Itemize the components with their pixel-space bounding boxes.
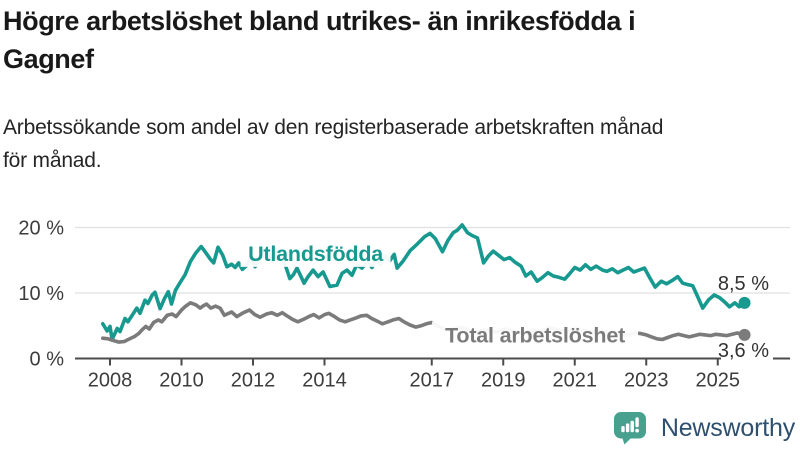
x-axis-label-2014: 2014	[302, 370, 347, 392]
page-title: Högre arbetslöshet bland utrikes- än inr…	[3, 2, 797, 78]
end-value-label-bg-total	[721, 344, 773, 360]
end-value-label-utlandsfodda: 8,5 %	[718, 273, 769, 295]
newsworthy-wordmark: Newsworthy	[660, 413, 795, 442]
x-axis-label-2012: 2012	[231, 370, 276, 392]
x-axis-label-2017: 2017	[410, 370, 455, 392]
series-label-utlandsfodda: Utlandsfödda	[248, 242, 384, 266]
exclamation-bar	[635, 417, 639, 428]
bar-1	[621, 426, 625, 433]
exclamation-dot	[635, 428, 639, 433]
y-axis-label-0: 0 %	[30, 349, 65, 371]
series-label-total: Total arbetslöshet	[445, 323, 625, 347]
x-axis-label-2010: 2010	[159, 370, 204, 392]
x-axis-label-2023: 2023	[624, 370, 669, 392]
y-axis-label-10: 10 %	[18, 283, 64, 305]
series-label-bg-0	[240, 239, 391, 267]
bubble-shape	[613, 412, 646, 439]
x-axis-label-2021: 2021	[553, 370, 598, 392]
title-line-1: Högre arbetslöshet bland utrikes- än inr…	[3, 6, 636, 36]
x-axis-label-2025: 2025	[696, 370, 741, 392]
title-line-2: Gagnef	[3, 44, 94, 74]
y-axis-label-20: 20 %	[18, 218, 64, 240]
x-axis-label-2019: 2019	[481, 370, 526, 392]
bar-3	[630, 420, 634, 433]
series-end-dot-total	[738, 328, 751, 341]
series-line-utlandsfodda	[101, 223, 747, 342]
chart-subtitle: Arbetssökande som andel av den registerb…	[3, 111, 793, 177]
bar-2	[625, 423, 630, 433]
series-end-dot-utlandsfodda	[738, 296, 751, 309]
series-line-total	[101, 301, 747, 344]
subtitle-line-1: Arbetssökande som andel av den registerb…	[3, 116, 664, 139]
x-axis-label-2008: 2008	[88, 370, 133, 392]
series-label-bg-1	[432, 321, 639, 349]
end-value-label-total: 3,6 %	[718, 340, 769, 362]
newsworthy-logo[interactable]: Newsworthy	[613, 410, 795, 446]
newsworthy-bubble-chart-icon	[613, 412, 646, 445]
bubble-tail	[621, 437, 632, 445]
line-chart: 0 % 10 % 20 % 2008 2010 2012 2014 2017 2019 2021 2…	[18, 218, 790, 392]
subtitle-line-2: för månad.	[3, 149, 102, 172]
